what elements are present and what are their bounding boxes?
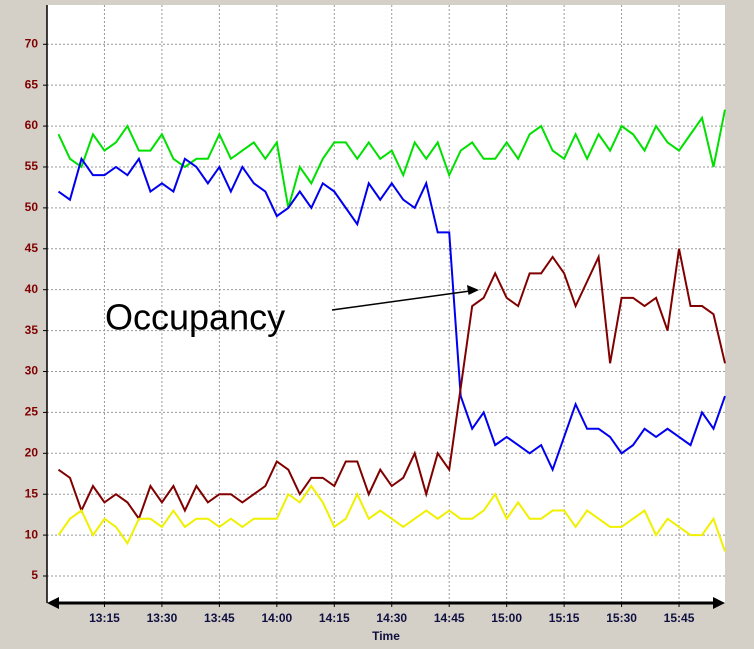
axis-arrow — [713, 597, 725, 609]
y-tick-label: 50 — [25, 200, 39, 214]
x-tick-label: 13:30 — [147, 611, 178, 625]
x-tick-label: 15:30 — [606, 611, 637, 625]
plot-area — [47, 5, 725, 603]
series-line — [57, 484, 726, 552]
x-tick-label: 13:15 — [89, 611, 120, 625]
x-tick-label: 14:15 — [319, 611, 350, 625]
y-tick-label: 55 — [25, 159, 39, 173]
y-tick-label: 10 — [25, 527, 39, 541]
x-tick-label: 14:00 — [261, 611, 292, 625]
y-tick-label: 25 — [25, 405, 39, 419]
y-tick-label: 45 — [25, 241, 39, 255]
y-tick-label: 40 — [25, 282, 39, 296]
annotation-arrow — [331, 290, 471, 311]
y-tick-label: 70 — [25, 36, 39, 50]
series-line — [57, 109, 726, 209]
annotation-arrowhead — [467, 285, 479, 295]
y-tick-label: 35 — [25, 323, 39, 337]
y-tick-label: 60 — [25, 118, 39, 132]
annotation: Occupancy — [105, 297, 285, 338]
y-tick-label: 5 — [31, 568, 38, 582]
x-tick-label: 15:15 — [549, 611, 580, 625]
x-tick-label: 14:45 — [434, 611, 465, 625]
series-line — [57, 248, 726, 521]
x-tick-label: 15:45 — [664, 611, 695, 625]
x-tick-label: 13:45 — [204, 611, 235, 625]
axis-arrow — [47, 597, 59, 609]
y-tick-label: 15 — [25, 486, 39, 500]
series-line — [57, 156, 726, 473]
y-tick-label: 20 — [25, 445, 39, 459]
x-tick-label: 14:30 — [376, 611, 407, 625]
x-axis-label: Time — [372, 629, 400, 643]
x-tick-label: 15:00 — [491, 611, 522, 625]
y-tick-label: 65 — [25, 77, 39, 91]
y-tick-label: 30 — [25, 364, 39, 378]
